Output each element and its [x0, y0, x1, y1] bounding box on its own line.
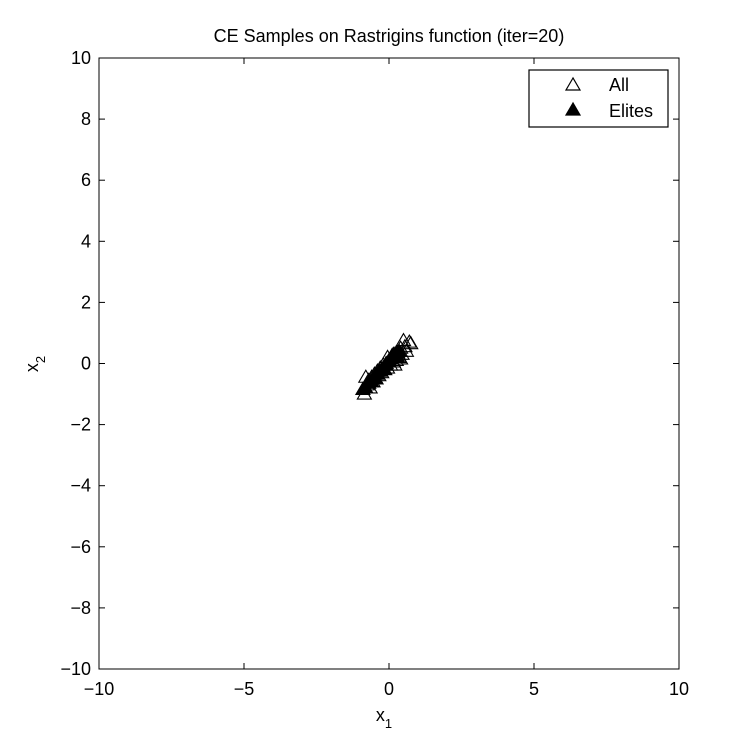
y-axis-ticks: −10 −8 −6 −4 −2 0 2 4 6 8 10 [60, 48, 679, 679]
x-tick-label: −10 [84, 679, 115, 699]
x-axis-ticks: −10 −5 0 5 10 [84, 58, 689, 699]
y-axis-label: x2 [22, 356, 48, 372]
legend-label-elites: Elites [609, 101, 653, 121]
y-tick-label: 0 [81, 354, 91, 374]
y-axis-label-subscript: 2 [33, 356, 48, 363]
legend-marker-all [564, 76, 582, 91]
y-tick-label: 4 [81, 231, 91, 251]
chart-title: CE Samples on Rastrigins function (iter=… [214, 26, 565, 46]
x-axis-label-subscript: 1 [385, 716, 392, 731]
y-tick-label: −2 [70, 415, 91, 435]
x-axis-label-main: x [376, 705, 385, 725]
y-tick-label: 6 [81, 170, 91, 190]
y-tick-label: 2 [81, 292, 91, 312]
y-tick-label: −4 [70, 476, 91, 496]
x-axis-label: x1 [376, 705, 392, 731]
legend-label-all: All [609, 75, 629, 95]
x-tick-label: −5 [234, 679, 255, 699]
y-tick-label: −8 [70, 598, 91, 618]
x-tick-label: 5 [529, 679, 539, 699]
data-point-elite [376, 361, 393, 376]
legend-box [528, 69, 669, 128]
y-tick-label: −10 [60, 659, 91, 679]
y-tick-label: 10 [71, 48, 91, 68]
legend: All Elites [528, 69, 669, 128]
data-point-elite [367, 370, 384, 385]
x-tick-label: 0 [384, 679, 394, 699]
legend-marker-elites [564, 101, 582, 116]
data-point-all [396, 338, 413, 353]
y-axis-label-main: x [22, 363, 42, 372]
y-tick-label: −6 [70, 537, 91, 557]
data-point-elite [391, 343, 408, 357]
x-tick-label: 10 [669, 679, 689, 699]
series-elites-points [354, 343, 408, 396]
y-tick-label: 8 [81, 109, 91, 129]
data-point-all [402, 335, 419, 350]
